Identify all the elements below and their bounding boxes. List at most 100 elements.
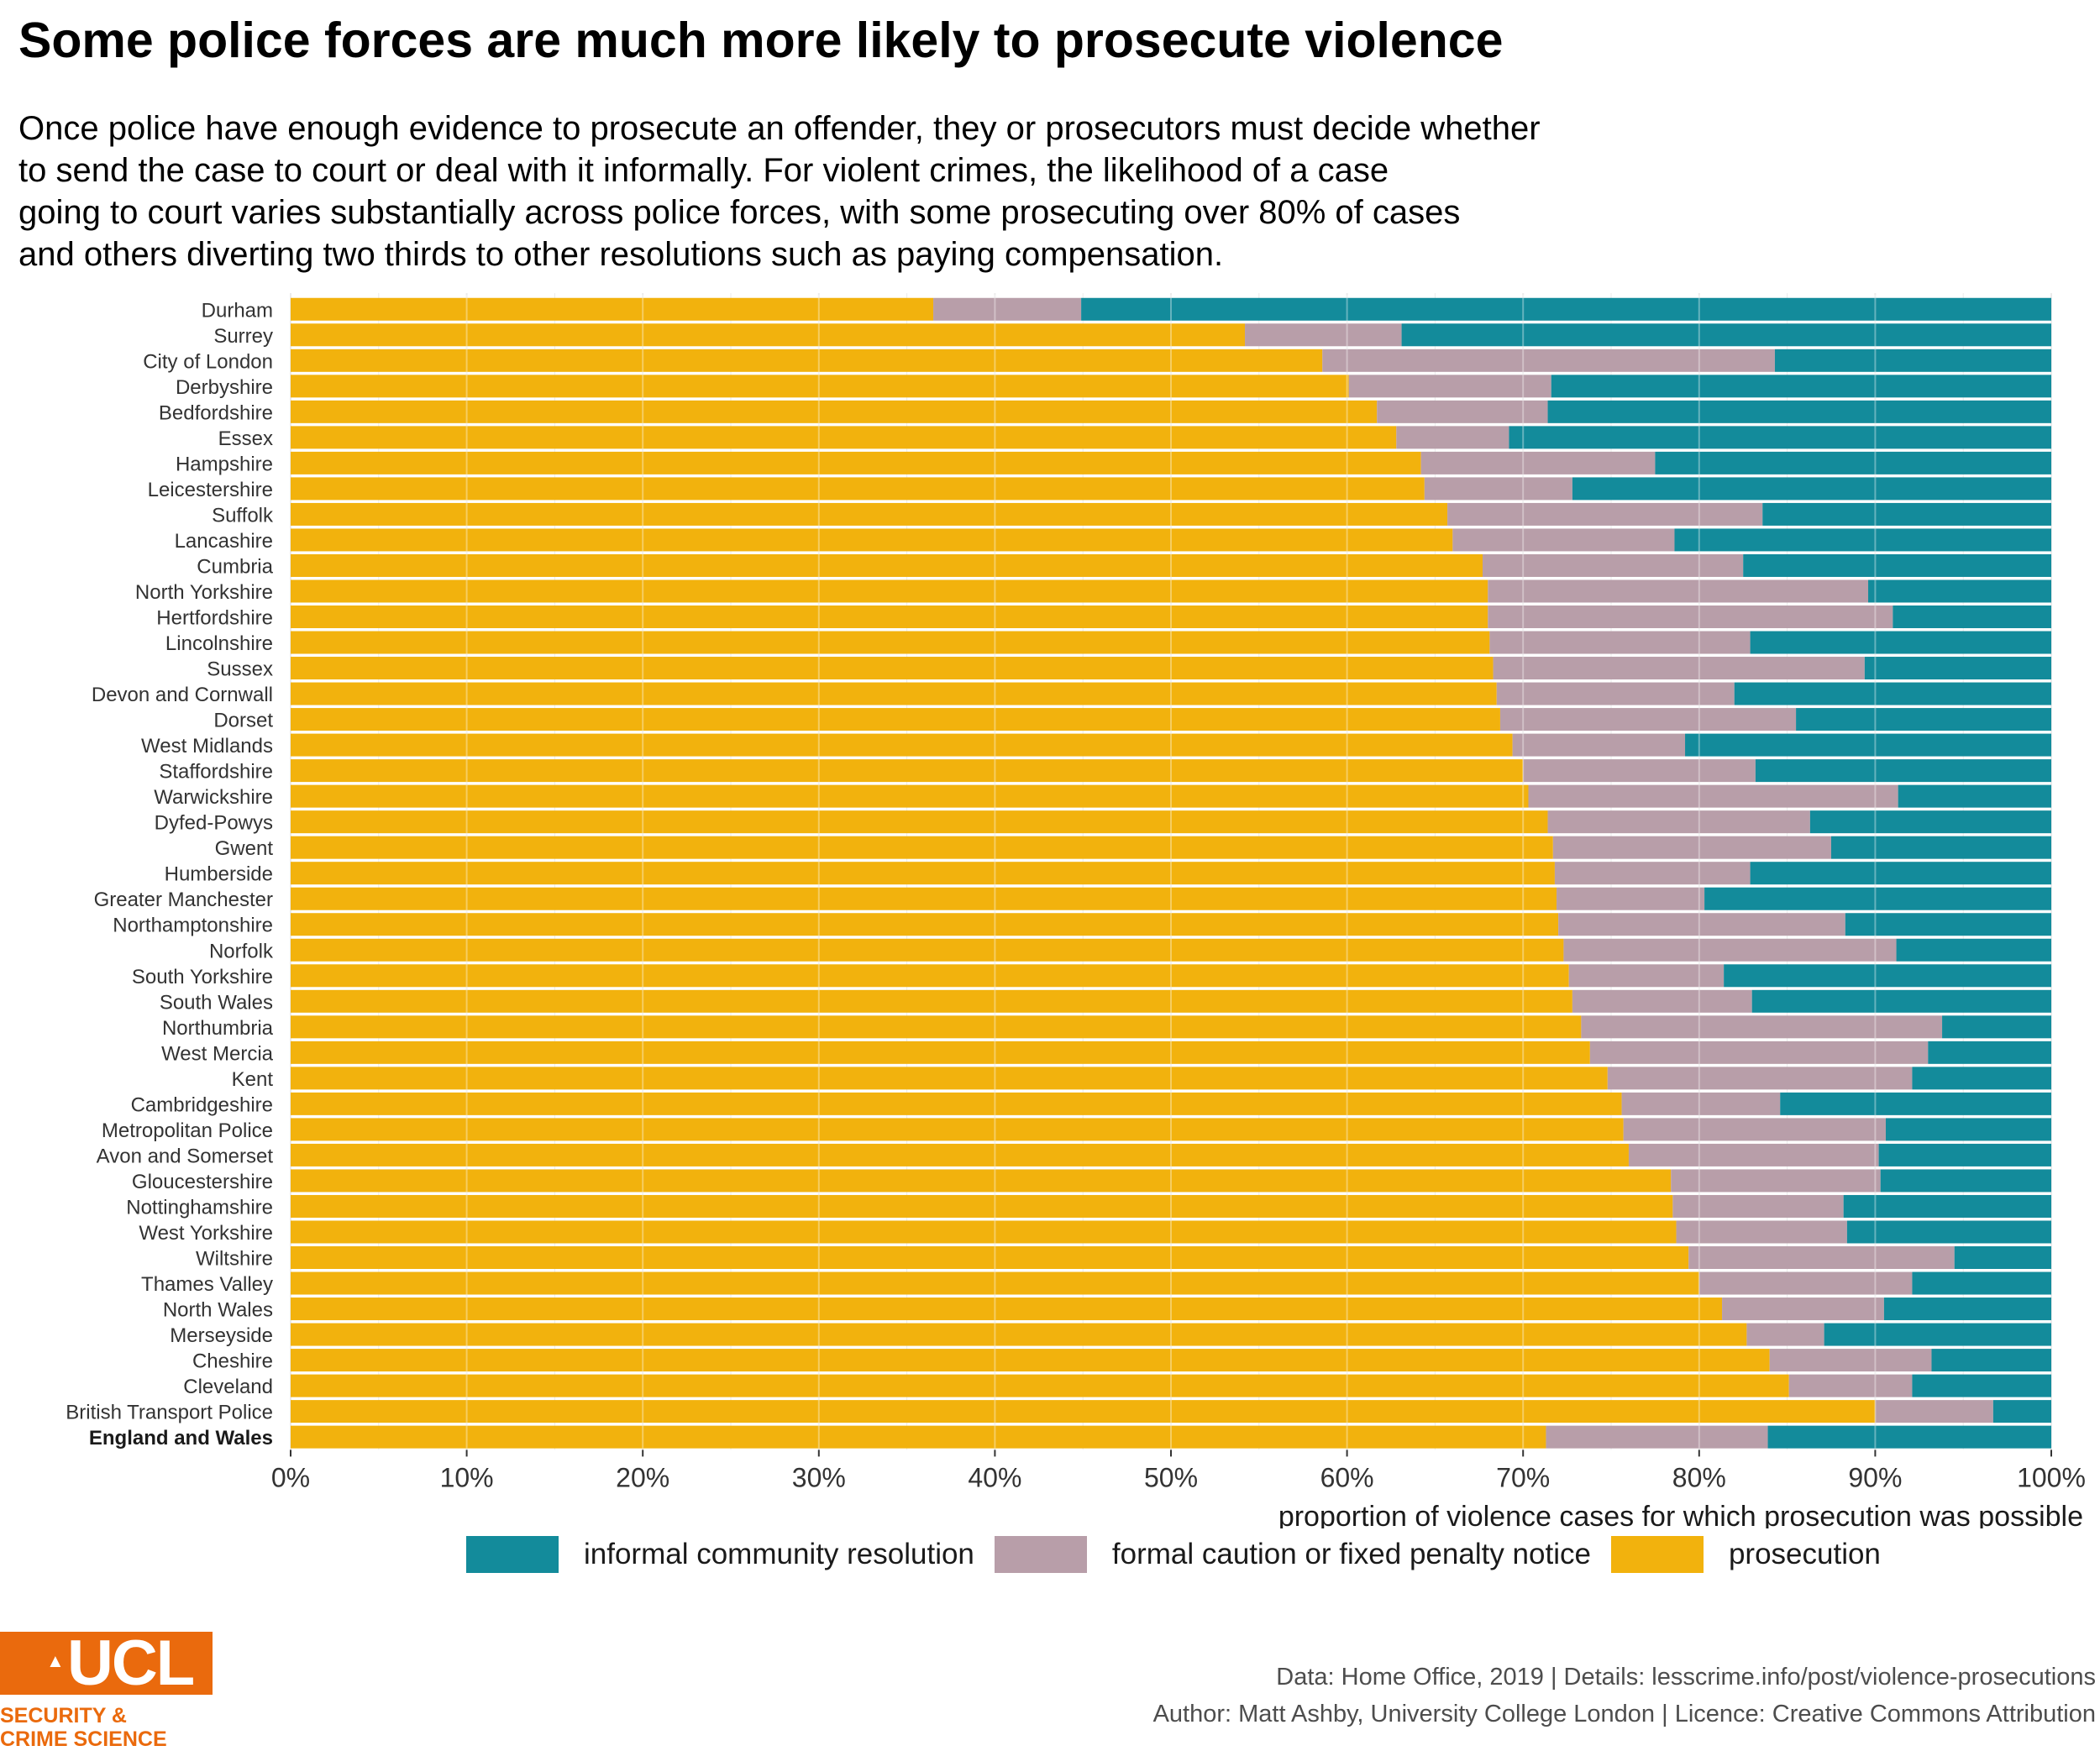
bar-segment <box>291 759 1524 783</box>
bar-segment <box>1750 631 2051 654</box>
bar-segment <box>1551 375 2051 398</box>
legend-label: informal community resolution <box>584 1538 974 1570</box>
bar-segment <box>1954 1246 2051 1269</box>
bar-segment <box>1912 1271 2051 1295</box>
bar-segment <box>291 1143 1629 1166</box>
bar-segment <box>1809 810 2051 834</box>
bar-segment <box>1496 682 1735 705</box>
bar-segment <box>1512 733 1686 757</box>
y-tick-label: Staffordshire <box>159 761 273 784</box>
bar-segment <box>1558 913 1845 936</box>
bar-segment <box>1743 553 2051 577</box>
bar-segment <box>1523 759 1756 783</box>
bar-segment <box>1767 1425 2051 1449</box>
bar-segment <box>1348 375 1551 398</box>
y-tick-label: Lincolnshire <box>165 632 273 655</box>
bar-segment <box>1843 1194 2051 1218</box>
bar-segment <box>291 426 1397 449</box>
bar-segment <box>291 297 934 321</box>
overlay-grid-layer <box>465 295 1877 1449</box>
bar-segment <box>1846 1220 2051 1244</box>
bar-segment <box>1746 1323 1824 1346</box>
y-tick-label: Hampshire <box>176 453 273 475</box>
bar-segment <box>291 528 1453 552</box>
bar-segment <box>1928 1041 2051 1064</box>
bar-segment <box>1396 426 1509 449</box>
y-tick-label: Warwickshire <box>154 786 273 809</box>
bar-segment <box>933 297 1082 321</box>
bar-layer <box>291 297 2051 1449</box>
y-tick-label: Cumbria <box>197 555 273 578</box>
x-tick-label: 0% <box>271 1462 310 1492</box>
bar-segment <box>1864 657 2051 680</box>
y-tick-label: Humberside <box>165 863 273 886</box>
bar-segment <box>291 1246 1689 1269</box>
bar-segment <box>1672 1194 1844 1218</box>
legend-label: formal caution or fixed penalty notice <box>1111 1538 1591 1570</box>
y-tick-label: Suffolk <box>212 504 274 527</box>
legend-swatch-informal <box>466 1536 559 1573</box>
bar-segment <box>291 1118 1624 1141</box>
bar-segment <box>291 349 1323 372</box>
bar-segment <box>291 1323 1747 1346</box>
chart-subtitle: Once police have enough evidence to pros… <box>18 107 1866 275</box>
bar-segment <box>291 887 1557 910</box>
y-tick-label: Merseyside <box>170 1324 273 1347</box>
bar-segment <box>291 451 1421 474</box>
bar-segment <box>1751 989 2051 1013</box>
x-tick-label: 10% <box>440 1462 494 1492</box>
y-tick-label: Cleveland <box>183 1376 273 1398</box>
y-tick-label: Durham <box>202 299 273 322</box>
bar-segment <box>1572 989 1752 1013</box>
bar-segment <box>1482 553 1744 577</box>
y-tick-label: South Yorkshire <box>132 966 273 988</box>
bar-segment <box>291 1092 1622 1115</box>
subtitle-line: Once police have enough evidence to pros… <box>18 110 1541 147</box>
bar-segment <box>291 579 1488 603</box>
bar-segment <box>1447 502 1763 526</box>
bar-segment <box>1893 606 2051 628</box>
bar-segment <box>1572 477 2051 501</box>
bar-segment <box>1499 708 1797 731</box>
bar-segment <box>1788 1374 1913 1397</box>
y-tick-label: Dyfed-Powys <box>155 812 273 835</box>
bar-segment <box>1424 477 1572 501</box>
x-tick-label: 20% <box>616 1462 669 1492</box>
bar-segment <box>1769 1349 1932 1372</box>
y-tick-label: North Wales <box>163 1299 273 1322</box>
x-tick-label: 50% <box>1144 1462 1198 1492</box>
bar-segment <box>1780 1092 2051 1115</box>
x-tick-label: 30% <box>792 1462 846 1492</box>
bar-segment <box>291 1067 1608 1090</box>
chart-legend: informal community resolution formal cau… <box>466 1535 1901 1574</box>
y-tick-label: Thames Valley <box>141 1273 273 1296</box>
department-name: SECURITY & CRIME SCIENCE <box>0 1704 167 1751</box>
bar-segment <box>1377 400 1548 423</box>
bar-segment <box>291 400 1378 423</box>
bar-segment <box>291 1015 1582 1039</box>
bar-segment <box>1322 349 1775 372</box>
bar-segment <box>1824 1323 2051 1346</box>
y-tick-label: Surrey <box>213 325 273 348</box>
bar-segment <box>291 1374 1789 1397</box>
y-tick-label: Dorset <box>213 710 273 732</box>
y-tick-label: Lancashire <box>175 530 273 553</box>
bar-segment <box>291 862 1555 885</box>
y-tick-label: Derbyshire <box>176 376 273 399</box>
bar-segment <box>1880 1169 2051 1193</box>
bar-segment <box>291 1400 1876 1423</box>
bar-segment <box>291 1349 1770 1372</box>
bar-segment <box>1931 1349 2051 1372</box>
bar-segment <box>291 1194 1673 1218</box>
bar-segment <box>1796 708 2051 731</box>
x-axis-ticks: 0% 10% 20% 30% 40% 50% 60% 70% 80% 90% 100% <box>271 1450 2086 1492</box>
bar-segment <box>291 1271 1699 1295</box>
x-axis-title: proportion of violence cases for which p… <box>1278 1501 2083 1528</box>
y-tick-label: Norfolk <box>209 940 274 962</box>
bar-segment <box>291 733 1513 757</box>
bar-segment <box>1868 579 2051 603</box>
y-tick-label: South Wales <box>160 991 273 1014</box>
bar-segment <box>291 477 1425 501</box>
bar-segment <box>1878 1143 2051 1166</box>
